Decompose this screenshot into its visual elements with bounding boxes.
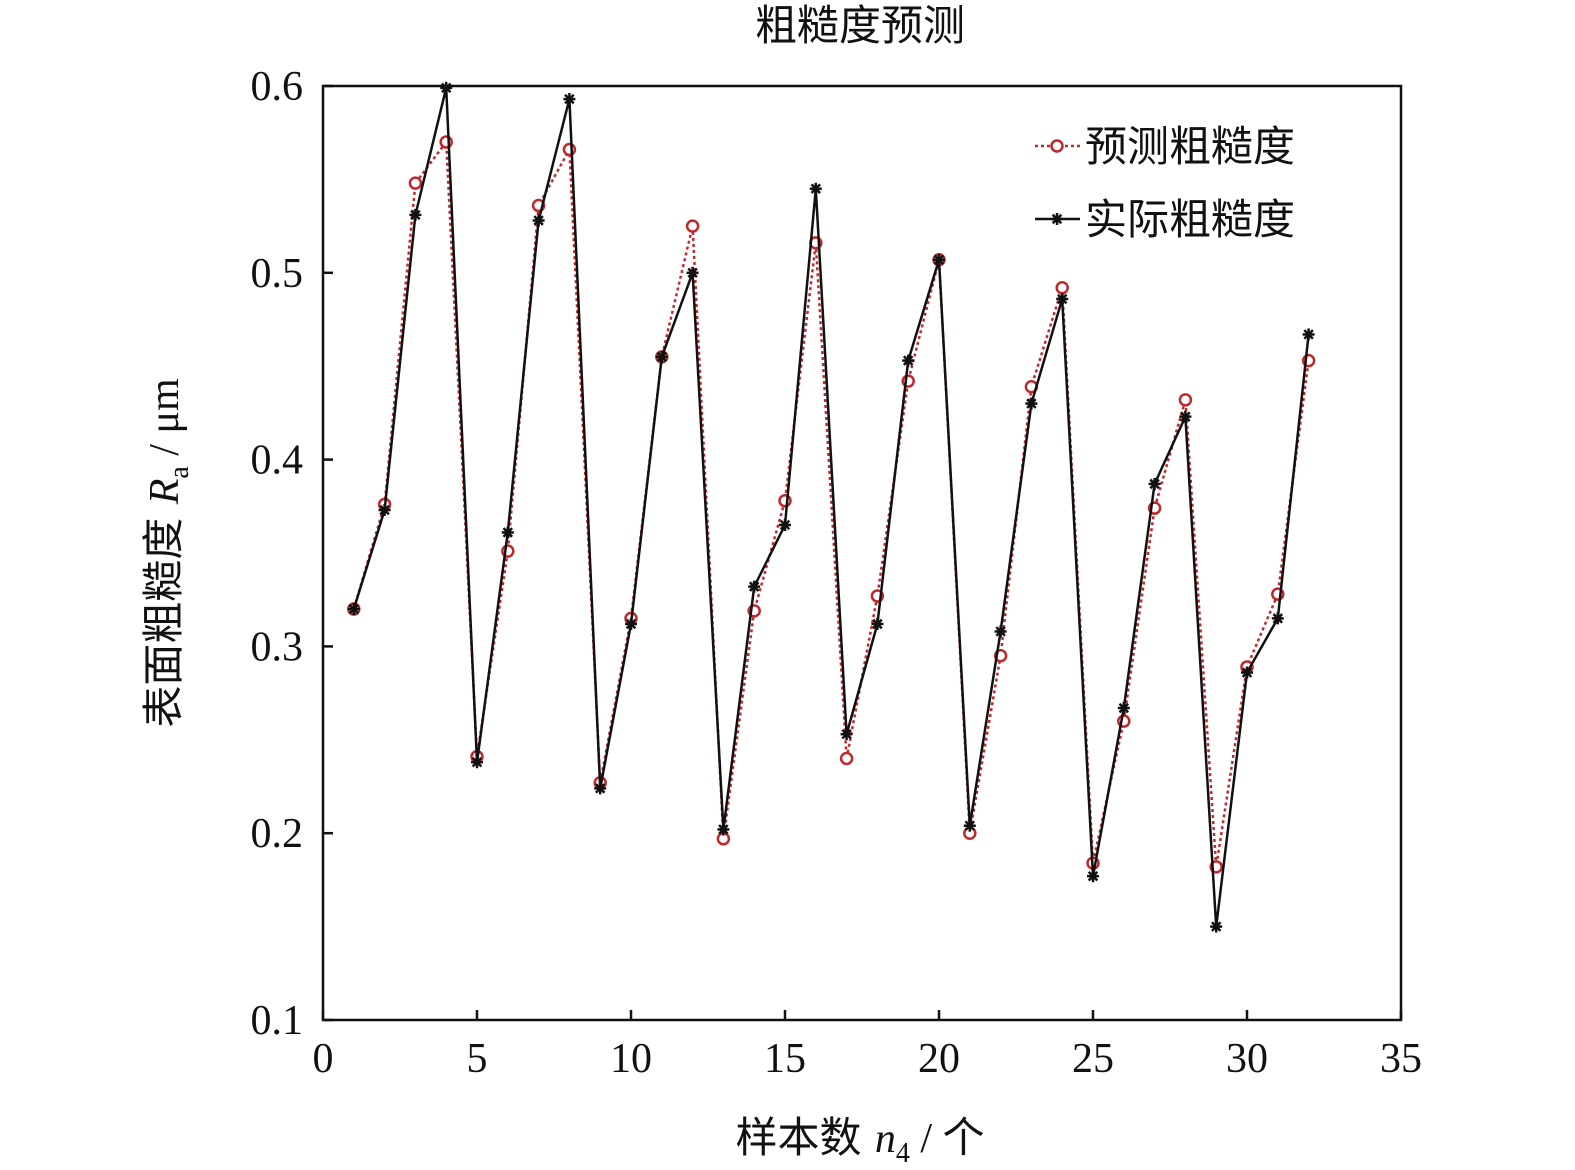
data-point [471, 756, 483, 769]
data-point [1241, 666, 1253, 679]
y-axis-title-prefix: 表面粗糙度 [139, 504, 188, 727]
data-point [440, 81, 453, 94]
data-point [748, 580, 761, 593]
x-axis-title-var: n [875, 1116, 896, 1162]
x-tick-label: 0 [313, 1036, 334, 1082]
series-actual [347, 81, 1315, 933]
legend-label: 实际粗糙度 [1085, 195, 1295, 244]
series-line [352, 140, 1310, 869]
data-point [1148, 477, 1161, 490]
data-point [532, 214, 545, 227]
x-tick-label: 5 [467, 1036, 488, 1082]
data-point [409, 208, 422, 221]
x-tick-label: 30 [1226, 1036, 1268, 1082]
data-point [1271, 612, 1284, 625]
chart-title: 粗糙度预测 [755, 1, 965, 50]
plot-area-frame [321, 84, 1403, 1022]
data-point [562, 142, 577, 157]
y-tick-label: 0.4 [251, 438, 304, 484]
legend-marker [1050, 139, 1064, 153]
data-point [1025, 397, 1038, 410]
data-point [840, 728, 853, 741]
data-point [933, 253, 945, 266]
data-point [809, 182, 822, 195]
data-point [1117, 702, 1130, 715]
data-point [685, 219, 700, 233]
data-point [963, 819, 976, 832]
x-axis-title-sub: 4 [896, 1138, 910, 1169]
data-point [779, 518, 791, 531]
data-point [717, 823, 730, 836]
data-point [563, 93, 576, 106]
data-point [1056, 292, 1069, 305]
data-point [902, 354, 915, 367]
x-tick-label: 10 [610, 1036, 652, 1082]
y-tick-label: 0.1 [251, 998, 304, 1044]
x-tick-label: 20 [918, 1036, 960, 1082]
legend-item-actual: 实际粗糙度 [1035, 195, 1295, 244]
y-axis-title: 表面粗糙度 Ra / μm [139, 378, 195, 728]
data-point [1210, 920, 1223, 933]
y-axis-title-var: R [142, 479, 188, 506]
data-point [778, 493, 792, 508]
data-point [994, 625, 1007, 638]
legend-item-predicted: 预测粗糙度 [1035, 122, 1295, 171]
y-tick-label: 0.6 [251, 64, 304, 110]
data-point [378, 504, 391, 517]
data-point [408, 176, 423, 190]
data-point [1178, 393, 1193, 407]
x-axis: 0 5 10 15 20 25 30 35 [313, 1010, 1422, 1082]
x-tick-label: 35 [1380, 1036, 1422, 1082]
y-tick-label: 0.5 [251, 251, 304, 297]
data-point [594, 782, 607, 795]
data-point [347, 603, 360, 616]
y-tick-label: 0.3 [251, 624, 304, 670]
data-point [1087, 870, 1099, 883]
data-point [655, 350, 668, 363]
legend-label: 预测粗糙度 [1085, 122, 1295, 171]
x-axis-title-prefix: 样本数 [735, 1113, 874, 1162]
y-axis-title-suffix: / μm [142, 378, 188, 466]
data-point [1055, 280, 1069, 295]
data-point [1302, 328, 1315, 341]
y-axis-title-sub: a [164, 466, 195, 479]
y-axis: 0.1 0.2 0.3 0.4 0.5 0.6 [251, 64, 333, 1044]
series-layer [347, 81, 1316, 933]
x-axis-title: 样本数 n4 / 个 [735, 1113, 984, 1169]
x-axis-title-suffix: / 个 [910, 1116, 985, 1162]
legend-marker [1051, 213, 1063, 225]
series-line [352, 86, 1310, 928]
data-point [625, 617, 637, 630]
y-tick-label: 0.2 [251, 811, 304, 857]
data-point [871, 617, 884, 630]
x-tick-label: 15 [764, 1036, 806, 1082]
data-point [839, 751, 854, 766]
data-point [686, 266, 699, 279]
data-point [1179, 410, 1192, 423]
series-predicted [347, 135, 1316, 874]
x-tick-label: 25 [1072, 1036, 1114, 1082]
data-point [501, 526, 514, 539]
